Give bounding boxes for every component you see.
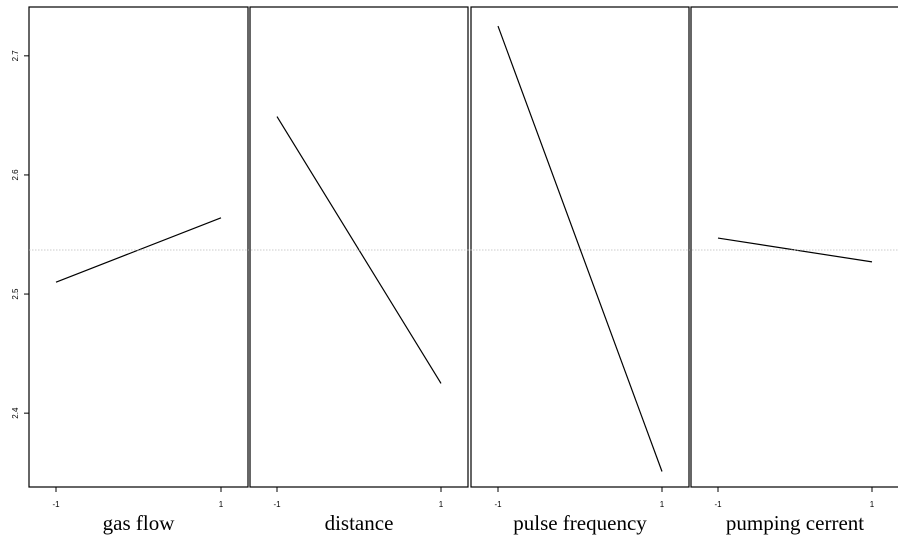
series-line (497, 25, 663, 472)
x-tick-label: 1 (870, 500, 875, 509)
x-tick-label: -1 (273, 500, 281, 509)
x-axis-label: pumping cerrent (726, 511, 864, 535)
y-tick-label: 2.6 (11, 169, 20, 181)
x-axis-label: distance (325, 511, 394, 535)
x-axis-label: gas flow (103, 511, 176, 535)
panel-frame (28, 6, 249, 488)
x-tick-label: -1 (52, 500, 60, 509)
x-axis-label: pulse frequency (513, 511, 647, 535)
y-tick-label: 2.5 (11, 288, 20, 300)
x-tick-label: 1 (219, 500, 224, 509)
x-tick-label: 1 (439, 500, 444, 509)
y-tick-label: 2.7 (11, 50, 20, 62)
panel-frame (690, 6, 898, 488)
panel-frame (249, 6, 469, 488)
x-tick-label: -1 (494, 500, 502, 509)
x-tick-label: -1 (714, 500, 722, 509)
x-tick-label: 1 (660, 500, 665, 509)
y-tick-label: 2.4 (11, 407, 20, 419)
panel-frame (470, 6, 690, 488)
